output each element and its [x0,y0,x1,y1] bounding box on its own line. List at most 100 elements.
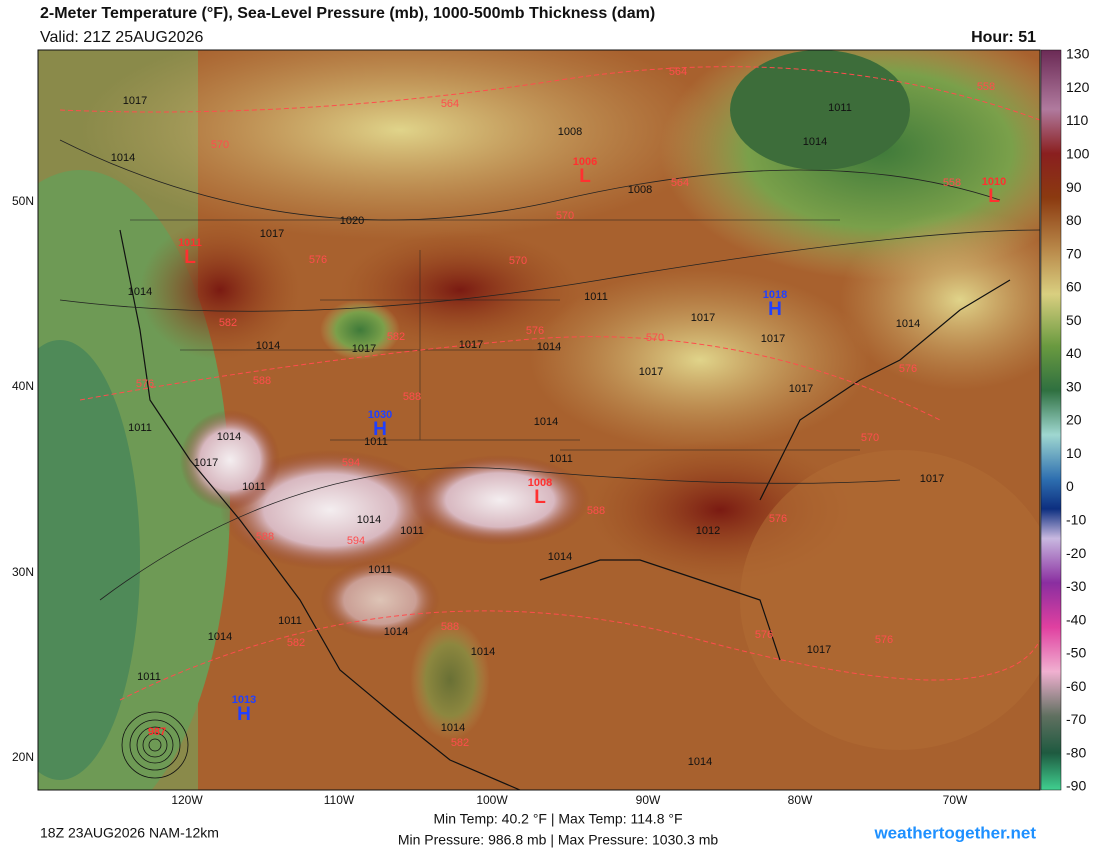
thickness-label: 588 [403,391,421,403]
colorbar-label: 50 [1066,312,1082,328]
pressure-label: 1011 [584,291,608,303]
pressure-label: 1017 [789,383,813,395]
pressure-label: 1011 [549,453,573,465]
pressure-label: 1017 [459,339,483,351]
pressure-label: 1014 [803,136,827,148]
thickness-label: 570 [556,210,574,222]
colorbar-label: 40 [1066,345,1082,361]
pressure-label: 1014 [896,318,920,330]
thickness-label: 576 [309,254,327,266]
pressure-label: 1017 [639,366,663,378]
thickness-label: 570 [646,332,664,344]
center-value: 1006 [573,156,597,168]
pressure-label: 1011 [400,525,424,537]
thickness-label: 576 [526,325,544,337]
colorbar-label: -40 [1066,611,1086,627]
thickness-label: 582 [287,637,305,649]
colorbar-label: -20 [1066,545,1086,561]
pressure-label: 1014 [548,551,572,563]
longitude-label: 120W [171,793,203,807]
site-link[interactable]: weathertogether.net [873,823,1036,842]
pressure-label: 1014 [471,646,495,658]
pressure-label: 1017 [123,95,147,107]
thickness-label: 582 [451,737,469,749]
colorbar-label: 70 [1066,245,1082,261]
colorbar [1040,49,1062,791]
colorbar-label: 20 [1066,412,1082,428]
model-run: 18Z 23AUG2026 NAM-12km [40,825,219,841]
longitude-label: 70W [943,793,968,807]
thickness-label: 576 [899,363,917,375]
pressure-label: 1014 [384,626,408,638]
pressure-label: 1011 [368,564,392,576]
latitude-label: 40N [12,379,34,393]
title: 2-Meter Temperature (°F), Sea-Level Pres… [40,5,655,22]
pressure-label: 1017 [194,457,218,469]
pressure-range: Min Pressure: 986.8 mb | Max Pressure: 1… [398,832,719,848]
thickness-label: 558 [943,177,961,189]
pressure-label: 1008 [558,126,582,138]
pressure-label: 1014 [357,514,381,526]
thickness-label: 594 [347,535,365,547]
thickness-label: 594 [342,457,360,469]
colorbar-label: 110 [1066,112,1089,128]
longitude-label: 110W [324,793,355,807]
thickness-label: 576 [769,513,787,525]
colorbar-label: 60 [1066,279,1082,295]
center-value: 1018 [763,289,787,301]
center-value: 1030 [368,409,392,421]
center-value: 1010 [982,176,1006,188]
pressure-label: 1014 [128,286,152,298]
colorbar-label: 30 [1066,378,1082,394]
pressure-label: 1017 [260,228,284,240]
longitude-label: 90W [636,793,661,807]
center-value: 1008 [528,477,552,489]
colorbar-label: -10 [1066,512,1086,528]
pressure-label: 1017 [352,343,376,355]
pressure-label: 1008 [628,184,652,196]
latitude-label: 50N [12,194,34,208]
thickness-label: 570 [861,432,879,444]
colorbar-label: -70 [1066,711,1086,727]
center-value: 1011 [178,237,202,249]
center-symbol: H [237,704,251,725]
valid-time: Valid: 21Z 25AUG2026 [40,29,203,46]
latitude-label: 20N [12,750,34,764]
pressure-label: 1014 [537,341,561,353]
thickness-label: 576 [875,634,893,646]
longitude-label: 80W [788,793,813,807]
thickness-label: 576 [755,629,773,641]
center-symbol: L [184,247,196,268]
pressure-label: 1014 [111,152,135,164]
center-value: 987 [148,726,166,738]
colorbar-label: -50 [1066,645,1086,661]
colorbar-label: -80 [1066,744,1086,760]
thickness-label: 582 [387,331,405,343]
thickness-label: 588 [256,531,274,543]
colorbar-label: -60 [1066,678,1086,694]
thickness-label: 588 [253,375,271,387]
pressure-label: 1014 [688,756,712,768]
pressure-label: 1017 [807,644,831,656]
thickness-label: 576 [136,378,154,390]
center-symbol: L [534,487,546,508]
colorbar-label: -90 [1066,778,1086,794]
pressure-label: 1011 [137,671,161,683]
latitude-label: 30N [12,565,34,579]
thickness-label: 564 [671,177,689,189]
pressure-label: 1011 [828,102,852,114]
temp-range: Min Temp: 40.2 °F | Max Temp: 114.8 °F [433,811,682,827]
pressure-label: 1020 [340,215,364,227]
thickness-label: 558 [977,81,995,93]
center-symbol: H [373,419,387,440]
center-symbol: L [579,166,591,187]
colorbar-label: 80 [1066,212,1082,228]
thickness-label: 588 [587,505,605,517]
pressure-label: 1014 [256,340,280,352]
center-value: 1013 [232,694,256,706]
pressure-label: 1017 [761,333,785,345]
pressure-label: 1014 [534,416,558,428]
pressure-label: 1011 [364,436,388,448]
colorbar-label: 0 [1066,478,1074,494]
